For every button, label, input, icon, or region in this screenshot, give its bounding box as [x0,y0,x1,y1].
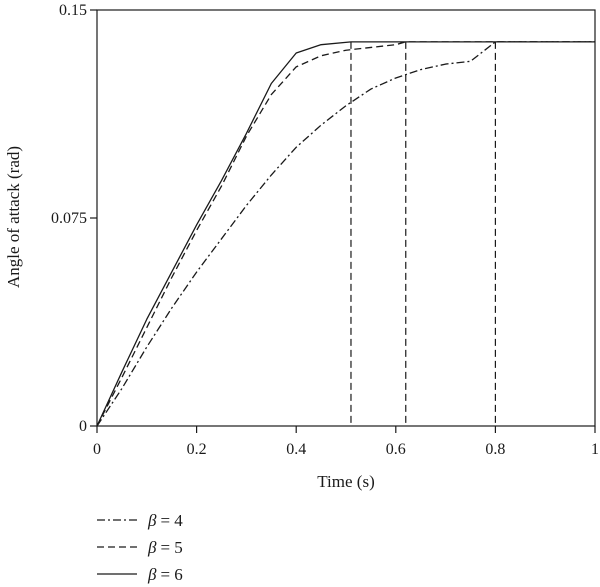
legend-label: β = 4 [147,511,183,530]
plot-area [96,9,596,427]
legend-label: β = 6 [147,565,183,584]
legend-label: β = 5 [147,538,183,557]
x-axis-title: Time (s) [317,472,374,491]
vertical-markers [350,41,496,426]
x-tick-label: 1 [591,441,599,458]
series-lines [96,41,595,427]
x-tick-label: 0.2 [187,441,207,458]
plot-frame [96,9,596,427]
x-tick-label: 0.6 [386,441,406,458]
series-line-2 [96,41,595,427]
x-tick-label: 0.8 [485,441,505,458]
x-tick-label: 0 [93,441,101,458]
series-line-1 [96,41,595,427]
y-axis: 0 0.075 0.15 [51,2,97,435]
y-tick-label: 0.075 [51,210,87,227]
y-tick-label: 0.15 [59,2,87,19]
x-axis: 0 0.2 0.4 0.6 0.8 1 [93,426,599,458]
series-line-3 [96,41,595,427]
y-axis-title: Angle of attack (rad) [4,146,23,288]
legend: β = 4 β = 5 β = 6 [97,511,183,584]
y-tick-label: 0 [79,418,87,435]
x-tick-label: 0.4 [286,441,306,458]
